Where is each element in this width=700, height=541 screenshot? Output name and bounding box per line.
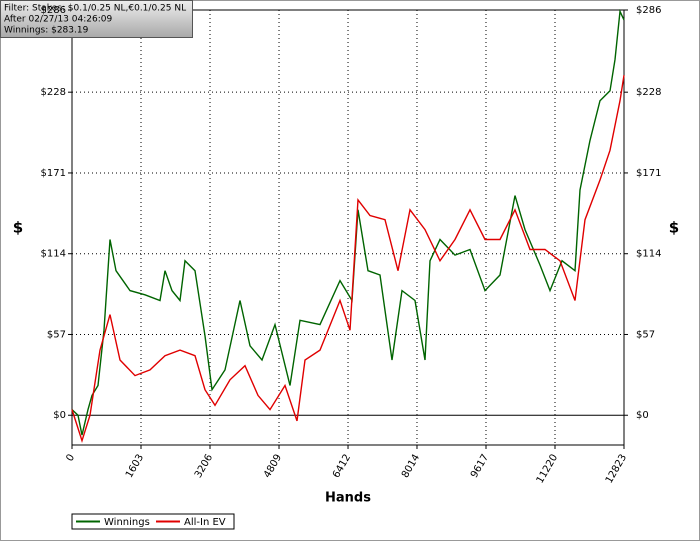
y2-tick-label: $114	[636, 249, 661, 260]
annotation: Winnings: $283.19	[4, 26, 89, 36]
annotation: Filter: Stakes: $0.1/0.25 NL,€0.1/0.25 N…	[4, 4, 186, 14]
x-tick-label: 0	[64, 453, 77, 464]
plot-area	[71, 9, 625, 446]
y2-tick-label: $0	[636, 410, 649, 421]
annotation: After 02/27/13 04:26:09	[4, 15, 112, 25]
legend-label: Winnings	[104, 517, 150, 528]
y-axis-label: $	[13, 219, 23, 237]
y2-tick-label: $286	[636, 5, 661, 16]
y-tick-label: $0	[53, 410, 66, 421]
y-tick-label: $114	[41, 249, 66, 260]
legend-label: All-In EV	[184, 517, 226, 528]
y-tick-label: $286	[41, 5, 66, 16]
series-line	[71, 8, 625, 436]
x-axis-label: Hands	[325, 491, 371, 506]
y2-tick-label: $228	[636, 87, 661, 98]
y-tick-label: $57	[47, 329, 66, 340]
y-tick-label: $171	[41, 168, 66, 179]
y2-axis-label: $	[669, 219, 679, 237]
y2-tick-label: $171	[636, 168, 661, 179]
series-line	[71, 75, 625, 444]
plot	[71, 8, 625, 445]
y-tick-label: $228	[41, 87, 66, 98]
y2-tick-label: $57	[636, 329, 655, 340]
legend	[71, 513, 235, 530]
annotation-box	[0, 0, 193, 38]
